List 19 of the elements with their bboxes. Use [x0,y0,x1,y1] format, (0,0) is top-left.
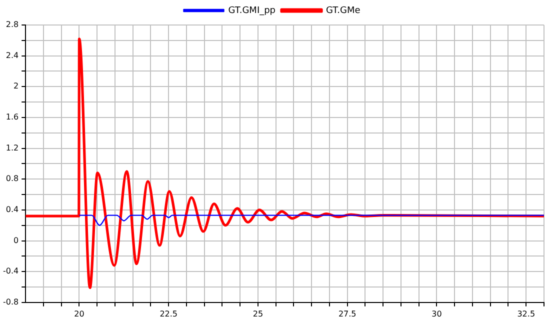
y-tick-label: 1.6 [6,112,19,122]
y-tick-label: 0.4 [6,205,19,214]
y-tick-label: -0.4 [3,266,19,276]
x-tick-label: 32.5 [517,309,536,318]
x-tick-label: 27.5 [338,309,356,318]
y-tick-label: -0.8 [3,297,19,306]
y-tick-label: 0.8 [6,174,19,184]
line-series [78,214,544,226]
legend-label: GT.GMe [326,6,361,16]
legend-label: GT.GMI_pp [228,6,276,16]
x-tick-label: 22.5 [160,309,178,318]
y-tick-label: 1.2 [6,143,19,152]
y-tick-label: 2.8 [6,20,19,30]
y-tick-label: 0 [14,236,19,245]
x-tick-label: 30 [432,309,442,318]
x-tick-label: 25 [252,309,264,318]
y-tick-label: 2 [14,82,19,91]
y-tick-label: 2.4 [6,50,19,60]
x-tick-label: 20 [74,309,84,318]
